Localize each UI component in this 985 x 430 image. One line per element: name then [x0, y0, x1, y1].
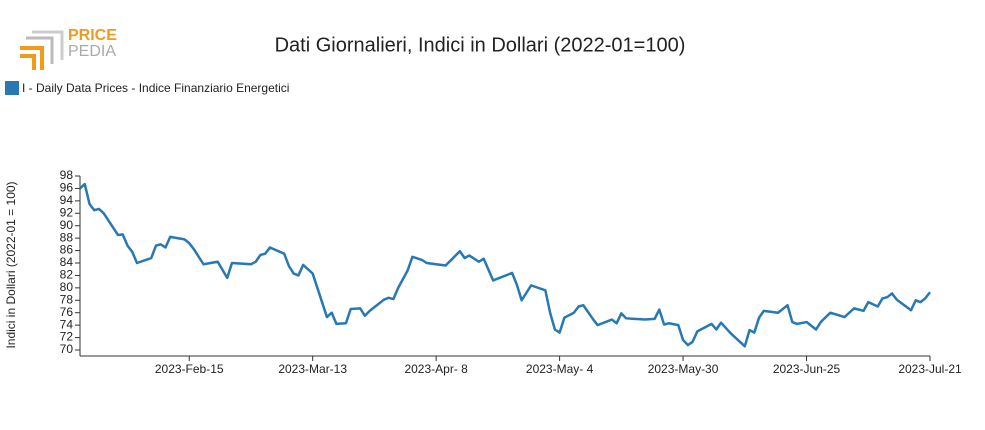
x-tick-label: 2023-May- 4: [526, 362, 594, 376]
y-tick-label: 96: [60, 181, 74, 195]
logo-mark: [32, 30, 64, 60]
x-tick-label: 2023-Feb-15: [155, 362, 224, 376]
y-tick-label: 80: [60, 280, 74, 294]
y-tick-label: 70: [60, 342, 74, 356]
x-tick-label: 2023-Apr- 8: [404, 362, 468, 376]
logo-text: PEDIA: [68, 43, 116, 60]
y-tick-label: 88: [60, 230, 74, 244]
legend-label: I - Daily Data Prices - Indice Finanziar…: [22, 81, 289, 95]
y-tick-label: 84: [60, 255, 74, 269]
logo-text: PRICE: [68, 27, 117, 44]
y-axis-label: Indici in Dollari (2022-01 = 100): [4, 181, 18, 348]
y-tick-label: 74: [60, 317, 74, 331]
data-line: [79, 182, 931, 348]
y-tick-label: 78: [60, 292, 74, 306]
x-tick-label: 2023-May-30: [648, 362, 719, 376]
logo-mark: [26, 36, 54, 64]
logo: PRICE PEDIA: [20, 27, 117, 70]
y-tick-label: 90: [60, 218, 74, 232]
y-tick-label: 98: [60, 168, 74, 182]
y-tick-label: 72: [60, 330, 74, 344]
legend-swatch: [5, 81, 19, 95]
y-tick-label: 94: [60, 193, 74, 207]
chart-title: Dati Giornalieri, Indici in Dollari (202…: [275, 34, 686, 56]
x-tick-label: 2023-Jul-21: [898, 362, 962, 376]
y-tick-label: 76: [60, 305, 74, 319]
logo-mark: [20, 54, 36, 70]
x-tick-label: 2023-Mar-13: [278, 362, 347, 376]
y-tick-label: 92: [60, 205, 74, 219]
y-tick-label: 82: [60, 268, 74, 282]
y-tick-label: 86: [60, 243, 74, 257]
x-tick-label: 2023-Jun-25: [773, 362, 841, 376]
logo-mark: [20, 46, 44, 70]
